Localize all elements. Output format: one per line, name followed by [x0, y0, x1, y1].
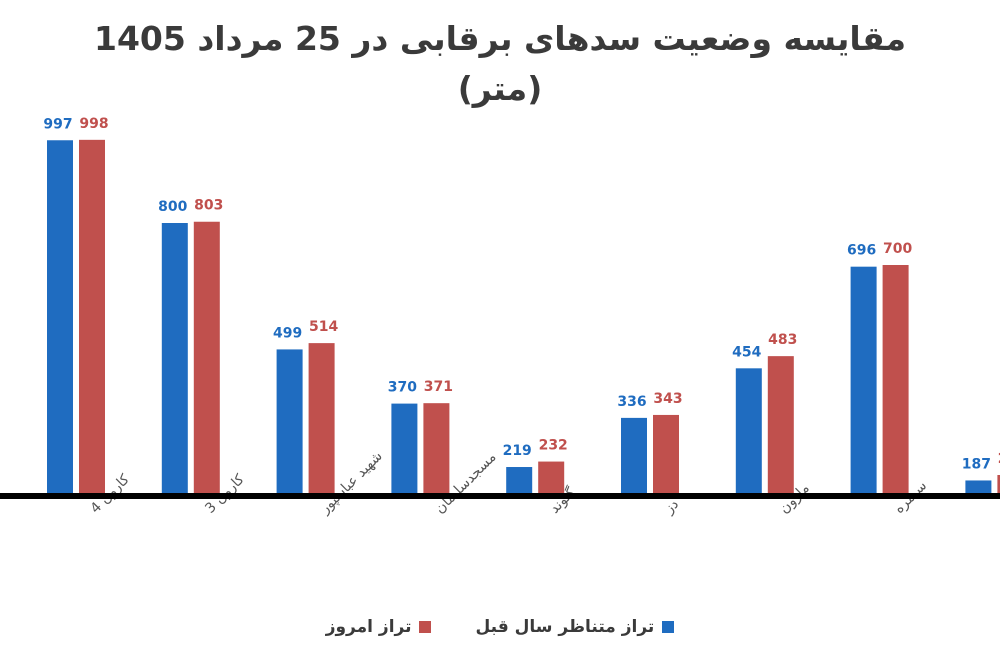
bar-today-6	[767, 356, 794, 496]
data-label-previous-year-6: 454	[732, 344, 761, 360]
bar-today-3	[423, 403, 450, 496]
bar-previous-year-2	[276, 349, 303, 496]
data-label-previous-year-5: 336	[617, 394, 646, 410]
bar-today-8	[997, 475, 1000, 496]
bar-today-4	[538, 461, 565, 496]
data-label-today-4: 232	[539, 438, 568, 454]
data-label-today-3: 371	[424, 379, 453, 395]
bar-today-2	[308, 343, 335, 496]
bar-previous-year-6	[735, 368, 762, 496]
legend-item-today: تراز امروز	[326, 617, 432, 637]
data-label-today-5: 343	[653, 391, 682, 407]
data-label-today-7: 700	[883, 241, 912, 257]
data-label-today-1: 803	[194, 198, 223, 214]
bar-previous-year-5	[621, 417, 647, 496]
bar-today-1	[193, 221, 220, 497]
data-label-today-8: 200	[998, 451, 1000, 467]
data-label-today-2: 514	[309, 319, 338, 335]
legend-item-previous-year: تراز متناظر سال قبل	[475, 617, 675, 637]
data-label-today-0: 998	[79, 116, 108, 132]
bar-today-0	[79, 139, 105, 496]
data-label-previous-year-0: 997	[43, 116, 72, 132]
legend-swatch-previous-year	[662, 621, 675, 633]
data-label-previous-year-2: 499	[273, 325, 302, 341]
legend: تراز متناظر سال قبل تراز امروز	[0, 617, 1000, 637]
legend-label-previous-year: تراز متناظر سال قبل	[475, 617, 655, 637]
bar-previous-year-7	[850, 266, 877, 496]
legend-label-today: تراز امروز	[325, 617, 412, 637]
bar-previous-year-4	[506, 467, 533, 496]
legend-swatch-today	[419, 621, 432, 633]
bar-today-5	[653, 414, 679, 496]
bar-previous-year-1	[161, 223, 188, 496]
x-tick-label-5: دز	[661, 496, 682, 517]
data-label-previous-year-4: 219	[503, 443, 532, 459]
bar-today-7	[882, 265, 909, 496]
data-label-today-6: 483	[768, 332, 797, 348]
bar-previous-year-0	[47, 140, 73, 496]
data-label-previous-year-3: 370	[388, 380, 417, 396]
data-label-previous-year-7: 696	[847, 243, 876, 259]
chart-title-line1: مقایسه وضعیت سدهای برقابی در 25 مرداد 14…	[93, 19, 906, 58]
chart-title-line2: (متر)	[457, 69, 543, 108]
bar-previous-year-8	[965, 480, 992, 496]
data-label-previous-year-8: 187	[962, 456, 991, 472]
bar-previous-year-3	[391, 403, 418, 496]
data-label-previous-year-1: 800	[158, 199, 187, 215]
chart-title: مقایسه وضعیت سدهای برقابی در 25 مرداد 14…	[0, 14, 1000, 114]
